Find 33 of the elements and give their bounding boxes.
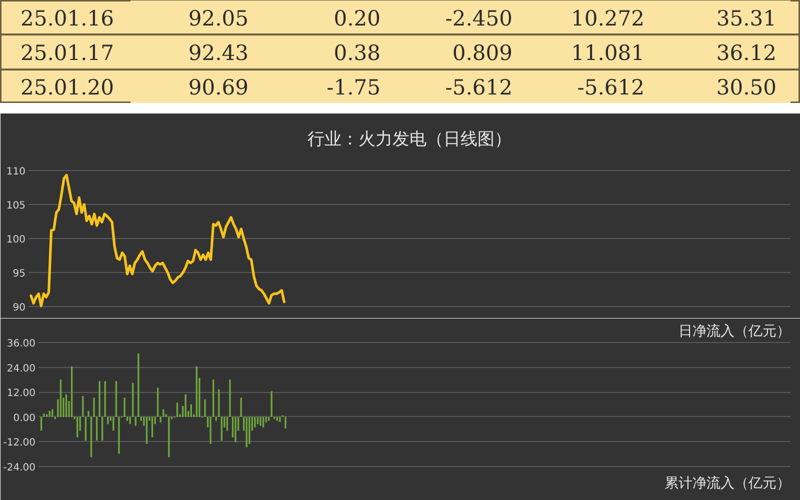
data-label: 90.69 [188, 75, 249, 100]
y-tick-label: -24.00 [3, 462, 36, 474]
chart-title: 日净流入（亿元） [678, 324, 790, 340]
y-tick-label: 25.01.17 [20, 41, 114, 65]
y-tick-label: 12.00 [6, 388, 36, 400]
text: 累计净流入（亿元） [664, 476, 790, 492]
y-tick-label: -12.00 [3, 438, 36, 449]
y-tick-label: 25.01.16 [20, 6, 114, 31]
data-label: 92.43 [188, 41, 249, 65]
data-label: -5.612 [445, 75, 513, 100]
y-tick-label: 110 [6, 166, 26, 178]
data-label: 30.50 [716, 75, 777, 100]
y-tick-label: 100 [6, 234, 26, 246]
data-label: 10.272 [571, 6, 645, 31]
y-tick-label: 0.00 [13, 412, 36, 424]
data-label: 0.809 [452, 41, 513, 65]
data-label: 11.081 [571, 41, 645, 65]
line-series [30, 174, 286, 308]
y-tick-label: 105 [6, 200, 26, 212]
chart-title: 行业：火力发电（日线图） [308, 130, 512, 150]
y-tick-label: 36.00 [6, 338, 36, 350]
y-tick-label: 95 [12, 268, 26, 280]
data-label: 0.20 [334, 6, 381, 31]
data-label: -1.75 [326, 75, 381, 100]
data-label: 36.12 [716, 41, 777, 65]
data-label: 35.31 [716, 6, 777, 31]
data-label: 0.38 [334, 41, 381, 65]
data-label: -5.612 [577, 75, 645, 100]
y-tick-label: 90 [12, 302, 26, 314]
data-label: -2.450 [445, 6, 513, 31]
y-tick-label: 24.00 [6, 363, 36, 374]
y-tick-label: 25.01.20 [20, 75, 114, 100]
data-label: 92.05 [188, 6, 249, 31]
